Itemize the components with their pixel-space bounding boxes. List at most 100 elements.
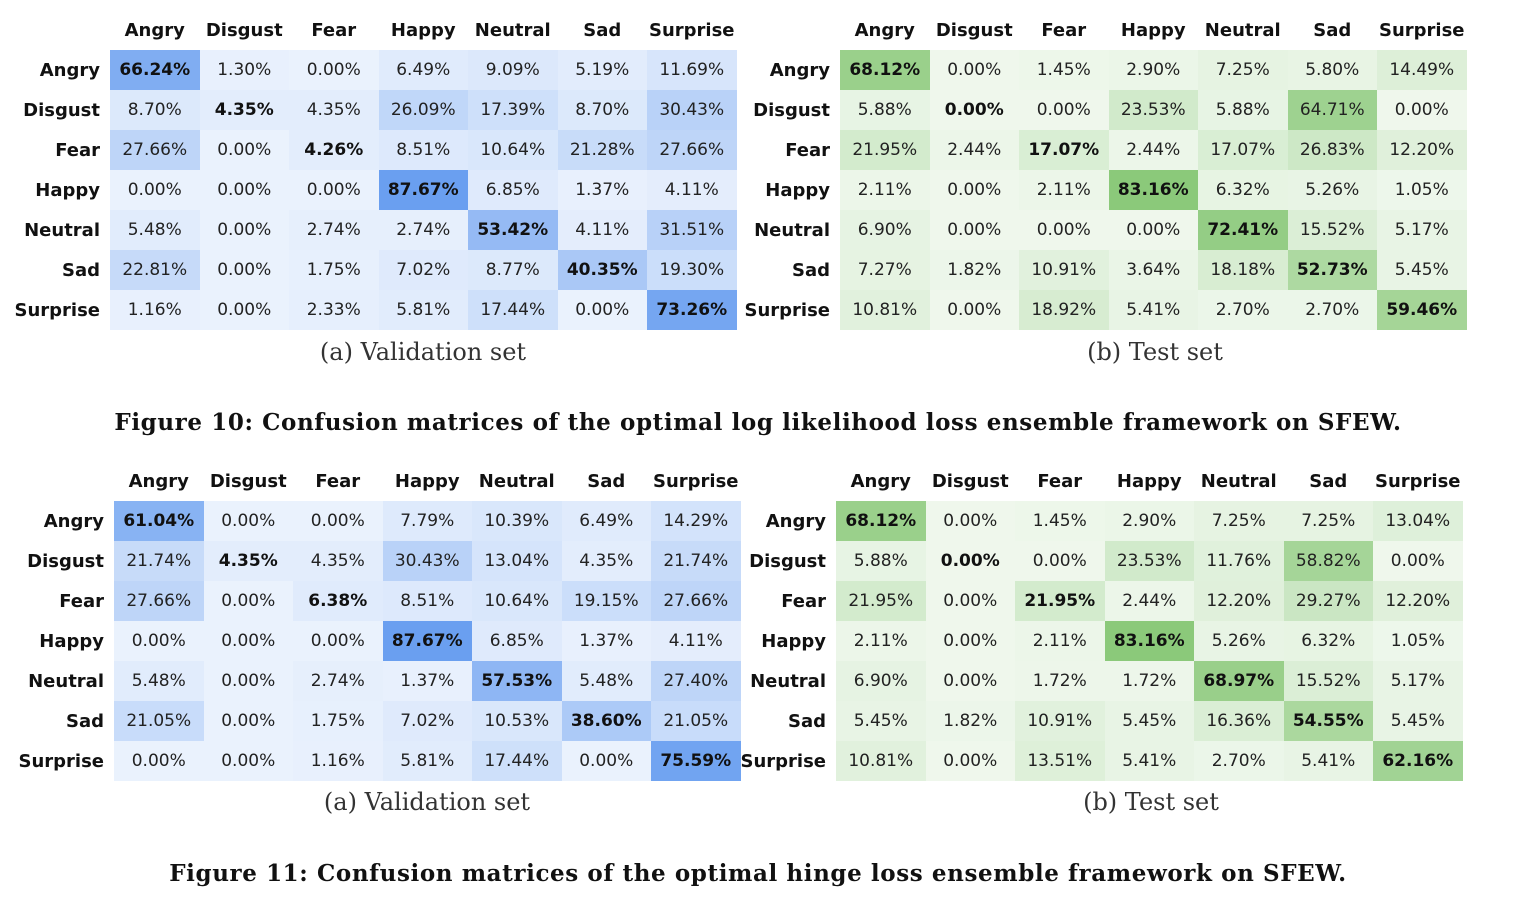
matrix-cell: 21.95% (840, 130, 930, 170)
subcaption-fig10-test: (b) Test set (1087, 338, 1223, 366)
matrix-cell: 17.44% (468, 290, 558, 330)
matrix-cell: 0.00% (199, 250, 289, 290)
confusion-matrix-fig10-test: Angry Disgust Fear Happy Neutral Sad Surprise A… (744, 10, 1467, 330)
matrix-cell: 29.27% (1283, 581, 1373, 621)
row-label: Neutral (24, 219, 100, 241)
matrix-cell: 1.82% (925, 701, 1015, 741)
column-header: Disgust (209, 470, 287, 492)
row-label: Surprise (14, 299, 100, 321)
matrix-cell: 0.00% (203, 701, 293, 741)
matrix-cell: 0.00% (557, 290, 647, 330)
column-header: Sad (583, 19, 622, 41)
matrix-cell: 0.00% (929, 170, 1019, 210)
matrix-cell: 0.00% (925, 741, 1015, 781)
matrix-cell: 7.25% (1283, 501, 1373, 541)
matrix-cell: 10.64% (468, 130, 558, 170)
matrix-cell-diagonal: 83.16% (1104, 621, 1194, 661)
matrix-cell: 2.90% (1108, 50, 1198, 90)
matrix-cell: 5.41% (1283, 741, 1373, 781)
matrix-cell: 5.41% (1104, 741, 1194, 781)
row-label: Disgust (27, 550, 104, 572)
matrix-cell: 64.71% (1287, 90, 1377, 130)
row-label: Sad (792, 259, 830, 281)
matrix-cell: 10.39% (472, 501, 562, 541)
matrix-cell: 5.17% (1373, 661, 1463, 701)
column-header: Angry (850, 470, 911, 492)
row-label: Fear (59, 590, 104, 612)
matrix-cell-diagonal: 57.53% (472, 661, 562, 701)
matrix-cell: 27.40% (651, 661, 741, 701)
matrix-cell: 1.75% (293, 701, 383, 741)
matrix-cell-diagonal: 87.67% (382, 621, 472, 661)
matrix-cell: 5.19% (557, 50, 647, 90)
matrix-cell-diagonal: 17.07% (1019, 130, 1109, 170)
matrix-cell: 1.16% (293, 741, 383, 781)
subcaption-fig10-validation: (a) Validation set (319, 338, 527, 366)
matrix-cell: 10.81% (840, 290, 930, 330)
matrix-cell: 2.74% (293, 661, 383, 701)
matrix-cell-diagonal: 66.24% (110, 50, 200, 90)
matrix-cell: 8.70% (557, 90, 647, 130)
matrix-corner (750, 10, 840, 50)
column-header: Happy (394, 470, 460, 492)
matrix-cell: 8.77% (468, 250, 558, 290)
column-header: Sad (587, 470, 626, 492)
matrix-cell: 0.00% (114, 741, 204, 781)
matrix-cell: 5.45% (1104, 701, 1194, 741)
matrix-cell: 16.36% (1194, 701, 1284, 741)
matrix-cell: 2.90% (1104, 501, 1194, 541)
matrix-cell: 4.35% (289, 90, 379, 130)
matrix-cell: 0.00% (561, 741, 651, 781)
matrix-cell: 1.82% (929, 250, 1019, 290)
matrix-cell-diagonal: 40.35% (557, 250, 647, 290)
matrix-cell: 15.52% (1283, 661, 1373, 701)
matrix-cell: 12.20% (1377, 130, 1467, 170)
matrix-cell: 0.00% (289, 50, 379, 90)
row-label: Fear (785, 139, 830, 161)
figure-11-caption: Figure 11: Confusion matrices of the opt… (169, 860, 1347, 887)
matrix-cell: 11.76% (1194, 541, 1284, 581)
row-label: Happy (35, 179, 100, 201)
matrix-cell: 2.11% (836, 621, 926, 661)
matrix-cell-diagonal: 68.12% (840, 50, 930, 90)
matrix-cell: 12.20% (1373, 581, 1463, 621)
matrix-corner (746, 461, 836, 501)
column-header: Disgust (935, 19, 1013, 41)
row-label: Happy (39, 630, 104, 652)
matrix-cell: 4.11% (557, 210, 647, 250)
matrix-cell: 13.04% (1373, 501, 1463, 541)
matrix-cell: 2.70% (1287, 290, 1377, 330)
matrix-cell-diagonal: 52.73% (1287, 250, 1377, 290)
matrix-cell: 1.05% (1373, 621, 1463, 661)
matrix-corner (20, 10, 110, 50)
matrix-cell: 19.15% (561, 581, 651, 621)
column-header: Fear (1037, 470, 1083, 492)
matrix-corner (24, 461, 114, 501)
column-header: Neutral (1204, 19, 1281, 41)
matrix-cell: 0.00% (114, 621, 204, 661)
matrix-cell: 27.66% (114, 581, 204, 621)
row-label: Happy (765, 179, 830, 201)
confusion-matrix-fig10-validation: Angry Disgust Fear Happy Neutral Sad Surprise A… (14, 10, 737, 330)
matrix-cell: 1.75% (289, 250, 379, 290)
row-label: Disgust (23, 99, 100, 121)
matrix-cell: 2.74% (289, 210, 379, 250)
row-label: Surprise (740, 750, 826, 772)
matrix-cell: 7.02% (382, 701, 472, 741)
matrix-cell: 21.95% (836, 581, 926, 621)
row-label: Sad (62, 259, 100, 281)
matrix-cell: 21.74% (651, 541, 741, 581)
column-header: Sad (1313, 19, 1352, 41)
matrix-cell: 0.00% (1377, 90, 1467, 130)
matrix-cell: 1.37% (561, 621, 651, 661)
matrix-cell-diagonal: 53.42% (468, 210, 558, 250)
column-header: Angry (124, 19, 185, 41)
matrix-cell-diagonal: 72.41% (1198, 210, 1288, 250)
matrix-cell: 2.11% (1019, 170, 1109, 210)
matrix-cell: 14.29% (651, 501, 741, 541)
matrix-cell: 0.00% (199, 170, 289, 210)
matrix-cell: 0.00% (203, 661, 293, 701)
matrix-cell: 5.80% (1287, 50, 1377, 90)
matrix-cell: 10.64% (472, 581, 562, 621)
matrix-cell: 0.00% (1019, 210, 1109, 250)
